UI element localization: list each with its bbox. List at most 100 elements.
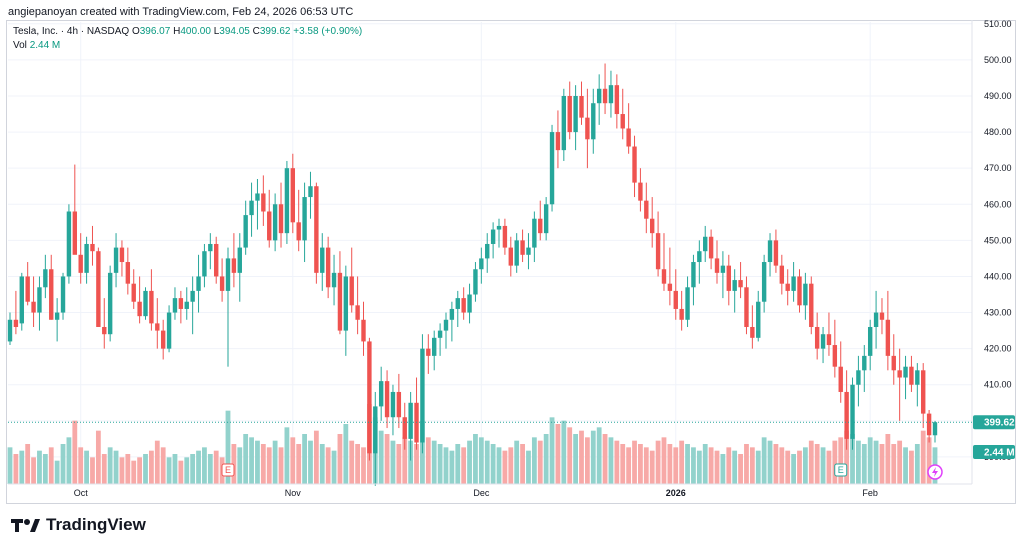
candle[interactable]	[626, 103, 631, 154]
candle[interactable]	[832, 319, 838, 378]
candle[interactable]	[160, 319, 166, 360]
candle[interactable]	[355, 276, 360, 335]
candle[interactable]	[43, 254, 48, 299]
candle[interactable]	[585, 88, 590, 169]
candle[interactable]	[13, 290, 19, 335]
candle[interactable]	[190, 276, 195, 335]
candle[interactable]	[608, 70, 614, 118]
candle[interactable]	[596, 74, 602, 125]
candle[interactable]	[66, 204, 72, 284]
candle[interactable]	[7, 312, 13, 346]
candle[interactable]	[172, 287, 178, 320]
candle[interactable]	[514, 233, 519, 273]
candle[interactable]	[614, 74, 620, 129]
candle[interactable]	[49, 254, 54, 320]
candle[interactable]	[814, 312, 820, 360]
candle[interactable]	[402, 402, 407, 450]
candle[interactable]	[432, 330, 437, 371]
candle[interactable]	[820, 326, 826, 364]
candle[interactable]	[284, 160, 290, 244]
candle[interactable]	[426, 334, 431, 374]
candle[interactable]	[685, 276, 690, 327]
candle[interactable]	[320, 233, 325, 291]
candle[interactable]	[467, 283, 472, 324]
candle[interactable]	[732, 269, 737, 313]
earnings-marker[interactable]: E	[834, 463, 848, 477]
candle[interactable]	[756, 290, 761, 342]
candle[interactable]	[337, 251, 343, 335]
candle[interactable]	[862, 345, 867, 392]
candle[interactable]	[638, 168, 643, 212]
candle[interactable]	[744, 276, 749, 335]
candle[interactable]	[761, 254, 767, 313]
candle[interactable]	[214, 236, 219, 284]
candle[interactable]	[219, 258, 225, 302]
candle[interactable]	[549, 124, 555, 212]
candle[interactable]	[137, 276, 142, 324]
chart-frame[interactable]	[6, 20, 1016, 504]
candle[interactable]	[19, 272, 24, 331]
candle[interactable]	[673, 269, 678, 320]
candle[interactable]	[620, 88, 625, 140]
candle[interactable]	[119, 240, 125, 277]
candle[interactable]	[290, 153, 296, 234]
candle[interactable]	[384, 370, 390, 429]
candle[interactable]	[879, 298, 885, 335]
earnings-marker[interactable]: E	[221, 463, 235, 477]
candle[interactable]	[408, 391, 413, 461]
candle[interactable]	[661, 233, 667, 291]
candle[interactable]	[54, 298, 60, 342]
candle[interactable]	[785, 269, 790, 306]
candle[interactable]	[543, 197, 549, 241]
candle[interactable]	[155, 298, 160, 349]
candle[interactable]	[343, 265, 349, 356]
candle[interactable]	[567, 81, 572, 140]
candle[interactable]	[196, 254, 201, 313]
candle[interactable]	[738, 262, 743, 299]
candle[interactable]	[526, 233, 531, 270]
candle[interactable]	[243, 200, 248, 255]
candle[interactable]	[249, 182, 254, 237]
candle[interactable]	[37, 276, 42, 331]
candle[interactable]	[373, 391, 378, 486]
candle[interactable]	[838, 341, 843, 403]
candle[interactable]	[131, 269, 136, 309]
candle[interactable]	[708, 229, 714, 270]
candle[interactable]	[396, 373, 402, 429]
candle[interactable]	[414, 377, 419, 450]
candle[interactable]	[850, 377, 855, 450]
candle[interactable]	[461, 287, 466, 320]
candle[interactable]	[649, 197, 655, 248]
candle[interactable]	[591, 88, 596, 154]
candle[interactable]	[149, 269, 154, 331]
candle[interactable]	[113, 233, 119, 288]
candle[interactable]	[325, 236, 331, 299]
candle[interactable]	[555, 110, 561, 169]
candle[interactable]	[703, 225, 708, 263]
candle[interactable]	[31, 276, 36, 327]
candle[interactable]	[90, 225, 95, 266]
candle[interactable]	[538, 200, 543, 241]
candle[interactable]	[267, 189, 272, 248]
candle[interactable]	[184, 287, 189, 320]
candle[interactable]	[797, 269, 802, 313]
candle[interactable]	[125, 247, 131, 295]
candle[interactable]	[449, 301, 455, 342]
candle[interactable]	[308, 171, 313, 219]
candle[interactable]	[691, 254, 696, 306]
candle[interactable]	[602, 63, 608, 115]
candle[interactable]	[921, 363, 926, 429]
candle[interactable]	[102, 298, 107, 349]
candle[interactable]	[261, 175, 266, 226]
tradingview-logo[interactable]: TradingView	[10, 515, 146, 535]
candle[interactable]	[485, 233, 490, 273]
candle[interactable]	[166, 305, 172, 353]
candle[interactable]	[520, 229, 525, 263]
candle[interactable]	[84, 236, 89, 284]
candle[interactable]	[856, 355, 861, 407]
candle[interactable]	[367, 337, 372, 461]
candle[interactable]	[873, 290, 879, 349]
candle[interactable]	[272, 193, 278, 252]
candle[interactable]	[231, 233, 237, 288]
candle[interactable]	[885, 290, 891, 371]
